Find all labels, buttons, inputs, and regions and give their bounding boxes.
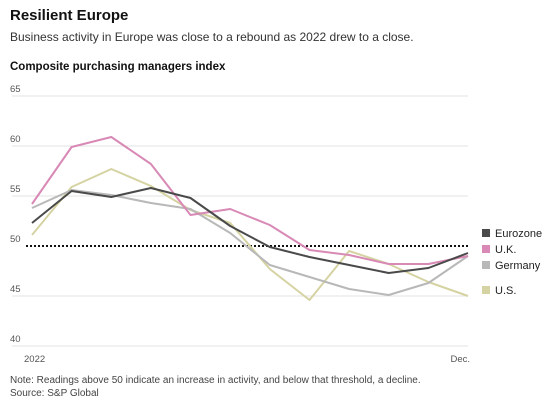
legend-label-us: U.S. <box>495 285 516 297</box>
legend-swatch-uk <box>482 245 490 253</box>
chart-title: Resilient Europe <box>10 7 129 24</box>
chart-subtitle: Business activity in Europe was close to… <box>10 30 414 44</box>
series-line-uk <box>31 136 469 265</box>
series-line-us <box>31 168 469 301</box>
y-tick-label-45: 45 <box>10 284 21 295</box>
legend-label-uk: U.K. <box>495 244 516 256</box>
y-tick-label-50: 50 <box>10 234 21 245</box>
legend-swatch-eurozone <box>482 229 490 237</box>
legend-swatch-us <box>482 286 490 294</box>
chart-note: Note: Readings above 50 indicate an incr… <box>10 375 421 386</box>
series-line-eurozone <box>31 187 469 274</box>
y-tick-label-60: 60 <box>10 134 21 145</box>
legend-label-germany: Germany <box>495 260 541 272</box>
legend-swatch-germany <box>482 261 490 269</box>
chart-label: Composite purchasing managers index <box>10 61 226 73</box>
x-tick-label-0: 2022 <box>24 354 45 365</box>
chart-source: Source: S&P Global <box>10 388 99 399</box>
legend-label-eurozone: Eurozone <box>495 228 542 240</box>
y-tick-label-40: 40 <box>10 334 21 345</box>
x-tick-label-11: Dec. <box>450 354 470 365</box>
y-tick-label-65: 65 <box>10 84 21 95</box>
y-tick-label-55: 55 <box>10 184 21 195</box>
series-line-germany <box>31 189 469 296</box>
